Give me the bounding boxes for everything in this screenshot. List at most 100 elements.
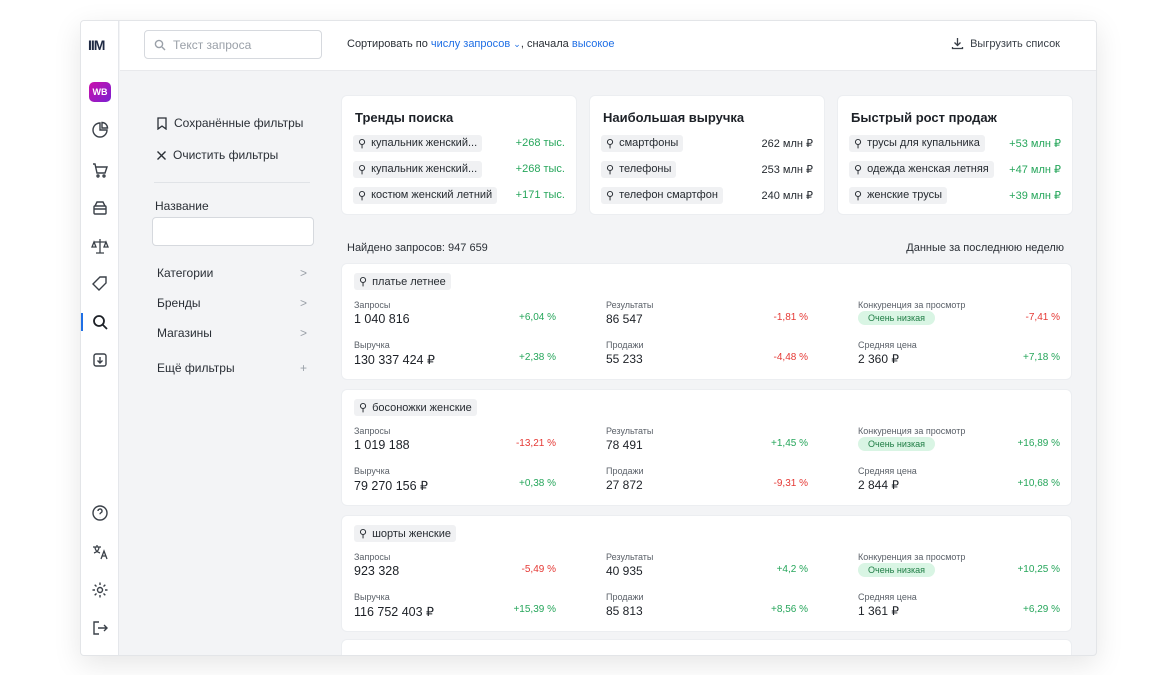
filter-label: Категории: [157, 266, 214, 280]
box-icon[interactable]: [91, 199, 109, 217]
query-chip[interactable]: ⚲ смартфоны: [601, 134, 684, 152]
scales-icon[interactable]: [91, 237, 109, 255]
tile-title: Наибольшая выручка: [603, 110, 745, 125]
result-card[interactable]: ⚲ босоножки женские Запросы 1 019 188 -13,2…: [341, 389, 1072, 506]
query-search-box[interactable]: [144, 30, 322, 59]
search-icon[interactable]: [91, 313, 109, 331]
tile-top-revenue: Наибольшая выручка ⚲ смартфоны 262 млн ₽ ⚲…: [589, 95, 825, 215]
metric-value: 85 813: [606, 604, 643, 618]
sort-order-toggle[interactable]: высокое: [571, 38, 615, 50]
cart-icon[interactable]: [91, 161, 109, 179]
metric-avg-price: Средняя цена 2 844 ₽ +10,68 %: [858, 466, 1060, 492]
query-search-input[interactable]: [173, 37, 313, 53]
metric-value: 86 547: [606, 312, 643, 326]
tile-value: 240 млн ₽: [761, 189, 813, 202]
metric-value: 2 360 ₽: [858, 352, 899, 366]
marketplace-badge[interactable]: WB: [89, 82, 111, 102]
plus-icon: +: [299, 361, 307, 375]
chip-label: трусы для купальника: [867, 137, 980, 149]
translate-icon[interactable]: [91, 543, 109, 561]
logout-icon[interactable]: [91, 619, 109, 637]
result-card[interactable]: ⚲ шорты женские Запросы 923 328 -5,49 % Выр…: [341, 515, 1072, 632]
sort-field-dropdown[interactable]: числу запросов ⌄: [431, 38, 521, 50]
tile-row: ⚲ одежда женская летняя +47 млн ₽: [849, 160, 1061, 178]
metric-change: -7,41 %: [1025, 312, 1060, 323]
metric-label: Продажи: [606, 466, 644, 476]
pie-chart-icon[interactable]: [91, 121, 109, 139]
tile-row: ⚲ купальник женский... +268 тыс.: [353, 134, 565, 152]
chevron-right-icon: >: [299, 326, 307, 340]
filter-shops[interactable]: Магазины >: [157, 326, 307, 340]
search-icon: ⚲: [606, 163, 615, 176]
metric-change: +4,2 %: [776, 564, 808, 575]
tile-value: +53 млн ₽: [1009, 137, 1061, 150]
tile-value: +39 млн ₽: [1009, 189, 1061, 202]
filters-sidebar: Сохранённые фильтры Очистить фильтры Наз…: [120, 72, 326, 655]
query-chip[interactable]: ⚲ женские трусы: [849, 186, 948, 204]
saved-filters-link[interactable]: Сохранённые фильтры: [156, 116, 303, 130]
query-chip[interactable]: ⚲ костюм женский летний: [353, 186, 498, 204]
query-chip[interactable]: ⚲ купальник женский...: [353, 160, 483, 178]
query-chip[interactable]: ⚲ трусы для купальника: [849, 134, 985, 152]
query-chip[interactable]: ⚲ шорты женские: [354, 525, 457, 542]
search-icon: [154, 39, 166, 51]
result-card[interactable]: ⚲ платье летнее Запросы 1 040 816 +6,04 % В…: [341, 263, 1072, 380]
tile-value: +268 тыс.: [515, 163, 565, 175]
import-icon[interactable]: [91, 351, 109, 369]
app-logo[interactable]: IIM: [88, 37, 105, 53]
metric-sales: Продажи 55 233 -4,48 %: [606, 340, 808, 366]
competition-badge: Очень низкая: [858, 311, 935, 325]
filter-brands[interactable]: Бренды >: [157, 296, 307, 310]
metric-label: Конкуренция за просмотр: [858, 426, 966, 436]
export-list-button[interactable]: Выгрузить список: [951, 37, 1060, 50]
metric-value: 2 844 ₽: [858, 478, 899, 492]
tile-row: ⚲ телефоны 253 млн ₽: [601, 160, 813, 178]
query-chip[interactable]: ⚲ купальник женский...: [353, 134, 483, 152]
metric-value: 40 935: [606, 564, 643, 578]
metric-avg-price: Средняя цена 2 360 ₽ +7,18 %: [858, 340, 1060, 366]
metric-value: 55 233: [606, 352, 643, 366]
metric-value: 1 361 ₽: [858, 604, 899, 618]
help-icon[interactable]: [91, 504, 109, 522]
clear-filters-link[interactable]: Очистить фильтры: [156, 148, 278, 162]
metric-value: 1 040 816: [354, 312, 410, 326]
query-chip[interactable]: ⚲ одежда женская летняя: [849, 160, 994, 178]
metric-competition: Конкуренция за просмотр Очень низкая -7,41…: [858, 300, 1060, 325]
filter-categories[interactable]: Категории >: [157, 266, 307, 280]
chip-label: босоножки женские: [372, 401, 472, 414]
metric-revenue: Выручка 130 337 424 ₽ +2,38 %: [354, 340, 556, 367]
metric-value: 923 328: [354, 564, 400, 578]
result-card-partial[interactable]: [341, 639, 1072, 655]
name-filter-input[interactable]: [152, 217, 314, 246]
metric-change: +10,25 %: [1017, 564, 1060, 575]
found-count: Найдено запросов: 947 659: [347, 242, 488, 254]
metric-requests: Запросы 1 019 188 -13,21 %: [354, 426, 556, 452]
search-icon: ⚲: [358, 137, 367, 150]
metric-change: +10,68 %: [1017, 478, 1060, 489]
filter-more[interactable]: Ещё фильтры +: [157, 361, 307, 375]
competition-badge: Очень низкая: [858, 437, 935, 451]
tile-row: ⚲ женские трусы +39 млн ₽: [849, 186, 1061, 204]
metric-change: +16,89 %: [1017, 438, 1060, 449]
metric-requests: Запросы 1 040 816 +6,04 %: [354, 300, 556, 326]
metric-label: Выручка: [354, 340, 390, 350]
query-chip[interactable]: ⚲ телефоны: [601, 160, 677, 178]
metric-label: Конкуренция за просмотр: [858, 552, 966, 562]
metric-value: 78 491: [606, 438, 643, 452]
query-chip[interactable]: ⚲ платье летнее: [354, 273, 451, 290]
chip-label: телефоны: [619, 163, 672, 175]
tag-icon[interactable]: [91, 275, 109, 293]
query-chip[interactable]: ⚲ босоножки женские: [354, 399, 477, 416]
sort-field-label: числу запросов: [430, 38, 511, 50]
search-icon: ⚲: [358, 189, 367, 202]
metric-change: +8,56 %: [771, 604, 808, 615]
search-icon: ⚲: [358, 163, 367, 176]
metric-value: 1 019 188: [354, 438, 410, 452]
tile-row: ⚲ трусы для купальника +53 млн ₽: [849, 134, 1061, 152]
metric-label: Запросы: [354, 552, 391, 562]
metric-label: Результаты: [606, 552, 654, 562]
name-filter-label: Название: [155, 199, 209, 213]
gear-icon[interactable]: [91, 581, 109, 599]
chip-label: телефон смартфон: [619, 189, 718, 201]
query-chip[interactable]: ⚲ телефон смартфон: [601, 186, 723, 204]
